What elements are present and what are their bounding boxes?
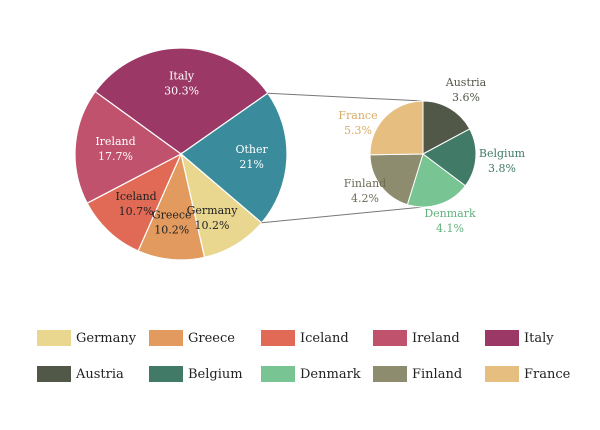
connector-line-top bbox=[267, 92, 424, 102]
legend-item-ireland: Ireland bbox=[373, 330, 485, 346]
secondary-value-finland: 4.2% bbox=[351, 192, 379, 205]
legend-swatch-iceland bbox=[261, 330, 295, 346]
secondary-slice-denmark bbox=[406, 153, 467, 208]
slice-label-italy: Italy bbox=[169, 69, 195, 82]
secondary-label-france: France bbox=[338, 109, 377, 122]
secondary-value-austria: 3.6% bbox=[452, 91, 480, 104]
secondary-slice-belgium bbox=[422, 128, 477, 187]
slice-label-ireland: Ireland bbox=[95, 135, 135, 148]
legend-label-finland: Finland bbox=[412, 366, 463, 382]
legend-row: Germany Greece Iceland Ireland Italy bbox=[37, 320, 597, 356]
pie-slice-ireland bbox=[74, 90, 183, 205]
chart-legend: Germany Greece Iceland Ireland Italy Austria B… bbox=[37, 320, 597, 392]
legend-label-ireland: Ireland bbox=[412, 330, 460, 346]
pie-of-pie-chart: Italy30.3%Other21%Germany10.2%Greece10.2… bbox=[74, 47, 526, 261]
legend-swatch-finland bbox=[373, 366, 407, 382]
legend-swatch-ireland bbox=[373, 330, 407, 346]
legend-label-germany: Germany bbox=[76, 330, 137, 346]
slice-value-ireland: 17.7% bbox=[98, 150, 133, 163]
legend-swatch-denmark bbox=[261, 366, 295, 382]
secondary-label-belgium: Belgium bbox=[479, 147, 526, 160]
secondary-label-austria: Austria bbox=[445, 76, 487, 89]
legend-item-france: France bbox=[485, 366, 597, 382]
legend-row: Austria Belgium Denmark Finland France bbox=[37, 356, 597, 392]
legend-swatch-italy bbox=[485, 330, 519, 346]
legend-label-iceland: Iceland bbox=[300, 330, 349, 346]
legend-swatch-belgium bbox=[149, 366, 183, 382]
legend-item-greece: Greece bbox=[149, 330, 261, 346]
secondary-slice-finland bbox=[369, 153, 424, 206]
slice-value-iceland: 10.7% bbox=[119, 205, 154, 218]
secondary-value-denmark: 4.1% bbox=[436, 222, 464, 235]
slice-label-greece: Greece bbox=[152, 208, 192, 221]
legend-label-greece: Greece bbox=[188, 330, 235, 346]
pie-slice-other bbox=[180, 92, 288, 224]
legend-label-france: France bbox=[524, 366, 571, 382]
connector-line-bottom bbox=[261, 206, 424, 224]
legend-item-iceland: Iceland bbox=[261, 330, 373, 346]
slice-label-germany: Germany bbox=[187, 204, 239, 217]
secondary-value-france: 5.3% bbox=[344, 124, 372, 137]
pie-slice-italy bbox=[94, 47, 269, 155]
slice-label-iceland: Iceland bbox=[115, 190, 156, 203]
legend-label-belgium: Belgium bbox=[188, 366, 243, 382]
legend-label-austria: Austria bbox=[76, 366, 124, 382]
secondary-slice-austria bbox=[422, 100, 471, 155]
legend-item-finland: Finland bbox=[373, 366, 485, 382]
slice-label-other: Other bbox=[235, 143, 268, 156]
legend-swatch-austria bbox=[37, 366, 71, 382]
slice-value-italy: 30.3% bbox=[164, 84, 199, 97]
secondary-value-belgium: 3.8% bbox=[488, 162, 516, 175]
legend-item-austria: Austria bbox=[37, 366, 149, 382]
legend-label-italy: Italy bbox=[524, 330, 554, 346]
slice-value-germany: 10.2% bbox=[195, 219, 230, 232]
legend-item-germany: Germany bbox=[37, 330, 149, 346]
legend-swatch-germany bbox=[37, 330, 71, 346]
legend-swatch-greece bbox=[149, 330, 183, 346]
legend-item-belgium: Belgium bbox=[149, 366, 261, 382]
slice-value-other: 21% bbox=[239, 158, 263, 171]
legend-item-denmark: Denmark bbox=[261, 366, 373, 382]
pie-slice-iceland bbox=[86, 152, 183, 252]
secondary-label-finland: Finland bbox=[344, 177, 386, 190]
secondary-slice-france bbox=[369, 100, 424, 156]
legend-swatch-france bbox=[485, 366, 519, 382]
legend-item-italy: Italy bbox=[485, 330, 597, 346]
secondary-label-denmark: Denmark bbox=[424, 207, 476, 220]
slice-value-greece: 10.2% bbox=[154, 223, 189, 236]
legend-label-denmark: Denmark bbox=[300, 366, 361, 382]
